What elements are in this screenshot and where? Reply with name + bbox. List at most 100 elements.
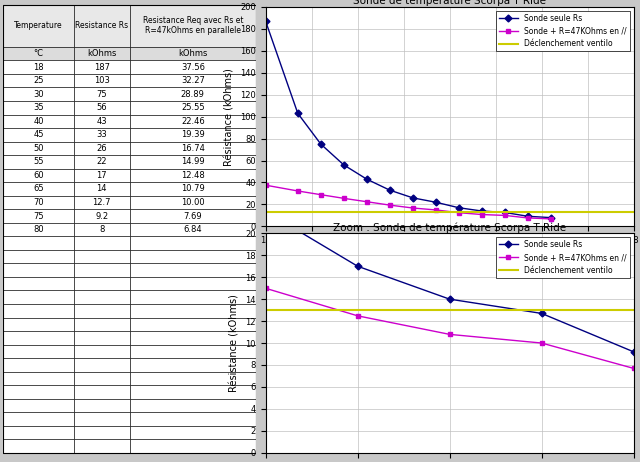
- Text: 14.99: 14.99: [181, 158, 205, 166]
- FancyBboxPatch shape: [74, 209, 129, 223]
- FancyBboxPatch shape: [3, 412, 74, 426]
- FancyBboxPatch shape: [3, 196, 74, 209]
- Sonde seule Rs: [630, 349, 637, 355]
- FancyBboxPatch shape: [129, 412, 256, 426]
- Sonde + R=47KOhms en //: [317, 192, 324, 197]
- FancyBboxPatch shape: [3, 250, 74, 263]
- Text: 18: 18: [33, 63, 44, 72]
- Déclenchement ventilo: [179, 209, 187, 215]
- Y-axis label: Résistance (kOhms): Résistance (kOhms): [225, 68, 234, 165]
- Déclenchement ventilo: [184, 209, 191, 215]
- Title: Sonde de température Scorpa T Ride: Sonde de température Scorpa T Ride: [353, 0, 546, 6]
- FancyBboxPatch shape: [3, 128, 74, 142]
- FancyBboxPatch shape: [74, 426, 129, 439]
- FancyBboxPatch shape: [3, 101, 74, 115]
- Sonde + R=47KOhms en //: [630, 365, 637, 371]
- FancyBboxPatch shape: [129, 87, 256, 101]
- FancyBboxPatch shape: [74, 5, 129, 47]
- FancyBboxPatch shape: [3, 345, 74, 358]
- Text: 80: 80: [33, 225, 44, 234]
- Text: 32.27: 32.27: [181, 76, 205, 85]
- FancyBboxPatch shape: [74, 87, 129, 101]
- FancyBboxPatch shape: [129, 74, 256, 87]
- Text: 56: 56: [97, 103, 107, 112]
- Text: 35: 35: [33, 103, 44, 112]
- Text: 37.56: 37.56: [181, 63, 205, 72]
- FancyBboxPatch shape: [129, 250, 256, 263]
- Sonde + R=47KOhms en //: [501, 213, 509, 218]
- Sonde seule Rs: [432, 200, 440, 205]
- FancyBboxPatch shape: [74, 142, 129, 155]
- Text: 14: 14: [97, 184, 107, 194]
- Sonde seule Rs: [386, 188, 394, 193]
- FancyBboxPatch shape: [3, 169, 74, 182]
- Sonde + R=47KOhms en //: [446, 332, 454, 337]
- FancyBboxPatch shape: [3, 371, 74, 385]
- FancyBboxPatch shape: [74, 277, 129, 291]
- Sonde + R=47KOhms en //: [294, 188, 301, 194]
- X-axis label: Température (°C): Température (°C): [408, 251, 492, 261]
- FancyBboxPatch shape: [129, 169, 256, 182]
- Line: Sonde + R=47KOhms en //: Sonde + R=47KOhms en //: [263, 286, 636, 371]
- Text: 12.48: 12.48: [181, 171, 205, 180]
- Sonde + R=47KOhms en //: [354, 313, 362, 319]
- Text: 9.2: 9.2: [95, 212, 108, 220]
- Text: 16.74: 16.74: [181, 144, 205, 153]
- Text: 28.89: 28.89: [181, 90, 205, 99]
- Text: 187: 187: [94, 63, 110, 72]
- Text: Resistance Rs: Resistance Rs: [76, 21, 129, 30]
- FancyBboxPatch shape: [74, 196, 129, 209]
- FancyBboxPatch shape: [3, 74, 74, 87]
- FancyBboxPatch shape: [3, 291, 74, 304]
- FancyBboxPatch shape: [74, 237, 129, 250]
- Sonde + R=47KOhms en //: [340, 195, 348, 201]
- FancyBboxPatch shape: [74, 128, 129, 142]
- Text: 25.55: 25.55: [181, 103, 205, 112]
- FancyBboxPatch shape: [3, 237, 74, 250]
- Text: °C: °C: [33, 49, 44, 58]
- Text: 45: 45: [33, 130, 44, 140]
- FancyBboxPatch shape: [129, 371, 256, 385]
- FancyBboxPatch shape: [129, 196, 256, 209]
- FancyBboxPatch shape: [3, 5, 74, 47]
- FancyBboxPatch shape: [74, 101, 129, 115]
- Text: 10.00: 10.00: [181, 198, 205, 207]
- FancyBboxPatch shape: [129, 47, 256, 61]
- FancyBboxPatch shape: [129, 128, 256, 142]
- FancyBboxPatch shape: [129, 439, 256, 453]
- FancyBboxPatch shape: [74, 399, 129, 412]
- Sonde + R=47KOhms en //: [524, 215, 532, 221]
- FancyBboxPatch shape: [3, 115, 74, 128]
- FancyBboxPatch shape: [74, 439, 129, 453]
- Sonde seule Rs: [538, 310, 545, 316]
- FancyBboxPatch shape: [129, 223, 256, 237]
- FancyBboxPatch shape: [74, 47, 129, 61]
- FancyBboxPatch shape: [74, 385, 129, 399]
- Text: 22.46: 22.46: [181, 117, 205, 126]
- Text: 19.39: 19.39: [181, 130, 205, 140]
- FancyBboxPatch shape: [3, 47, 74, 61]
- Title: Zoom : Sonde de température Scorpa T Ride: Zoom : Sonde de température Scorpa T Rid…: [333, 222, 566, 232]
- FancyBboxPatch shape: [74, 412, 129, 426]
- FancyBboxPatch shape: [74, 331, 129, 345]
- FancyBboxPatch shape: [129, 345, 256, 358]
- FancyBboxPatch shape: [74, 250, 129, 263]
- FancyBboxPatch shape: [3, 399, 74, 412]
- FancyBboxPatch shape: [3, 61, 74, 74]
- Text: kOhms: kOhms: [178, 49, 207, 58]
- Text: 26: 26: [97, 144, 107, 153]
- FancyBboxPatch shape: [3, 182, 74, 196]
- Sonde seule Rs: [409, 195, 417, 201]
- Text: Resistance Req avec Rs et
R=47kOhms en parallele: Resistance Req avec Rs et R=47kOhms en p…: [143, 16, 243, 36]
- FancyBboxPatch shape: [129, 182, 256, 196]
- Sonde + R=47KOhms en //: [547, 216, 555, 222]
- FancyBboxPatch shape: [74, 182, 129, 196]
- FancyBboxPatch shape: [129, 426, 256, 439]
- Text: 50: 50: [33, 144, 44, 153]
- FancyBboxPatch shape: [3, 277, 74, 291]
- Y-axis label: Résistance (kOhms): Résistance (kOhms): [230, 294, 240, 392]
- FancyBboxPatch shape: [74, 345, 129, 358]
- FancyBboxPatch shape: [129, 209, 256, 223]
- FancyBboxPatch shape: [129, 237, 256, 250]
- Sonde seule Rs: [524, 213, 532, 219]
